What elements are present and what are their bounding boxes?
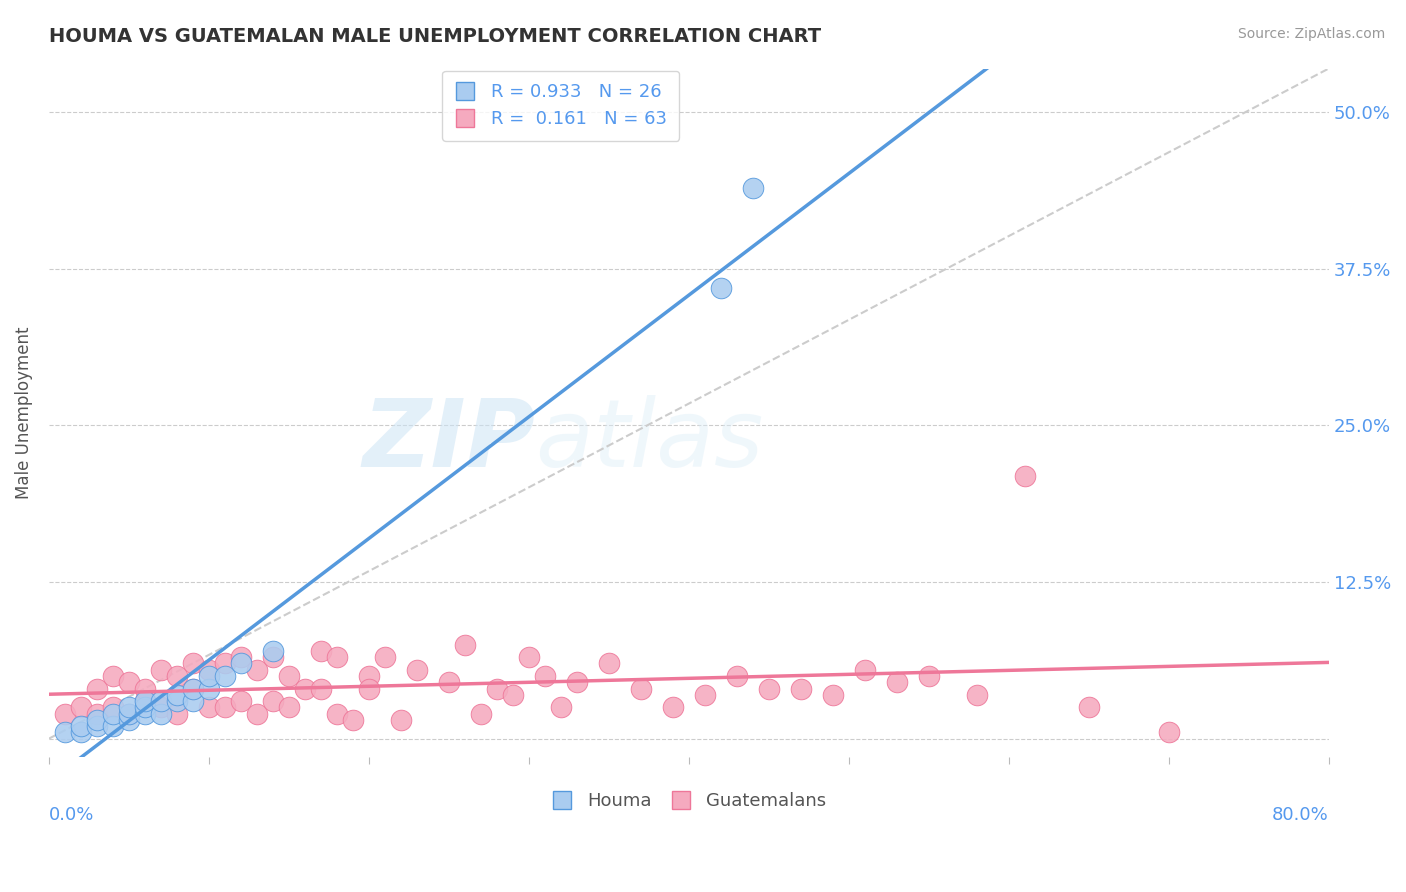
- Point: [229, 694, 252, 708]
- Point: [741, 180, 763, 194]
- Point: [86, 706, 108, 721]
- Point: [886, 675, 908, 690]
- Point: [134, 694, 156, 708]
- Point: [278, 669, 301, 683]
- Point: [134, 700, 156, 714]
- Point: [662, 700, 685, 714]
- Text: ZIP: ZIP: [363, 394, 536, 486]
- Point: [485, 681, 508, 696]
- Point: [134, 706, 156, 721]
- Legend: Houma, Guatemalans: Houma, Guatemalans: [544, 785, 834, 817]
- Point: [966, 688, 988, 702]
- Point: [198, 681, 221, 696]
- Text: HOUMA VS GUATEMALAN MALE UNEMPLOYMENT CORRELATION CHART: HOUMA VS GUATEMALAN MALE UNEMPLOYMENT CO…: [49, 27, 821, 45]
- Point: [198, 663, 221, 677]
- Point: [1077, 700, 1099, 714]
- Point: [630, 681, 652, 696]
- Point: [502, 688, 524, 702]
- Point: [70, 700, 93, 714]
- Point: [86, 713, 108, 727]
- Point: [214, 657, 236, 671]
- Point: [246, 663, 269, 677]
- Point: [214, 669, 236, 683]
- Point: [198, 700, 221, 714]
- Point: [53, 725, 76, 739]
- Point: [134, 681, 156, 696]
- Point: [101, 700, 124, 714]
- Point: [598, 657, 620, 671]
- Point: [246, 706, 269, 721]
- Text: 80.0%: 80.0%: [1272, 805, 1329, 823]
- Point: [53, 706, 76, 721]
- Point: [517, 650, 540, 665]
- Text: Source: ZipAtlas.com: Source: ZipAtlas.com: [1237, 27, 1385, 41]
- Point: [214, 700, 236, 714]
- Point: [534, 669, 557, 683]
- Point: [166, 694, 188, 708]
- Point: [118, 675, 141, 690]
- Text: 0.0%: 0.0%: [49, 805, 94, 823]
- Point: [710, 281, 733, 295]
- Point: [181, 694, 204, 708]
- Point: [294, 681, 316, 696]
- Point: [181, 681, 204, 696]
- Point: [309, 681, 332, 696]
- Point: [262, 650, 284, 665]
- Point: [437, 675, 460, 690]
- Point: [118, 700, 141, 714]
- Point: [309, 644, 332, 658]
- Point: [70, 725, 93, 739]
- Point: [821, 688, 844, 702]
- Point: [229, 650, 252, 665]
- Point: [149, 706, 172, 721]
- Point: [166, 706, 188, 721]
- Point: [454, 638, 477, 652]
- Point: [118, 706, 141, 721]
- Point: [725, 669, 748, 683]
- Point: [565, 675, 588, 690]
- Point: [198, 669, 221, 683]
- Point: [262, 644, 284, 658]
- Point: [342, 713, 364, 727]
- Point: [262, 694, 284, 708]
- Point: [550, 700, 572, 714]
- Point: [149, 663, 172, 677]
- Point: [790, 681, 813, 696]
- Point: [118, 713, 141, 727]
- Point: [326, 650, 349, 665]
- Point: [118, 706, 141, 721]
- Point: [70, 719, 93, 733]
- Point: [149, 700, 172, 714]
- Point: [101, 719, 124, 733]
- Point: [86, 681, 108, 696]
- Point: [1157, 725, 1180, 739]
- Point: [470, 706, 492, 721]
- Point: [918, 669, 941, 683]
- Point: [389, 713, 412, 727]
- Point: [1014, 468, 1036, 483]
- Point: [101, 706, 124, 721]
- Point: [758, 681, 780, 696]
- Point: [181, 681, 204, 696]
- Point: [374, 650, 396, 665]
- Point: [101, 669, 124, 683]
- Point: [181, 657, 204, 671]
- Point: [86, 719, 108, 733]
- Point: [357, 681, 380, 696]
- Y-axis label: Male Unemployment: Male Unemployment: [15, 326, 32, 500]
- Point: [406, 663, 429, 677]
- Point: [326, 706, 349, 721]
- Point: [166, 669, 188, 683]
- Point: [166, 688, 188, 702]
- Point: [229, 657, 252, 671]
- Point: [134, 694, 156, 708]
- Point: [278, 700, 301, 714]
- Point: [853, 663, 876, 677]
- Point: [149, 694, 172, 708]
- Point: [357, 669, 380, 683]
- Text: atlas: atlas: [536, 395, 763, 486]
- Point: [693, 688, 716, 702]
